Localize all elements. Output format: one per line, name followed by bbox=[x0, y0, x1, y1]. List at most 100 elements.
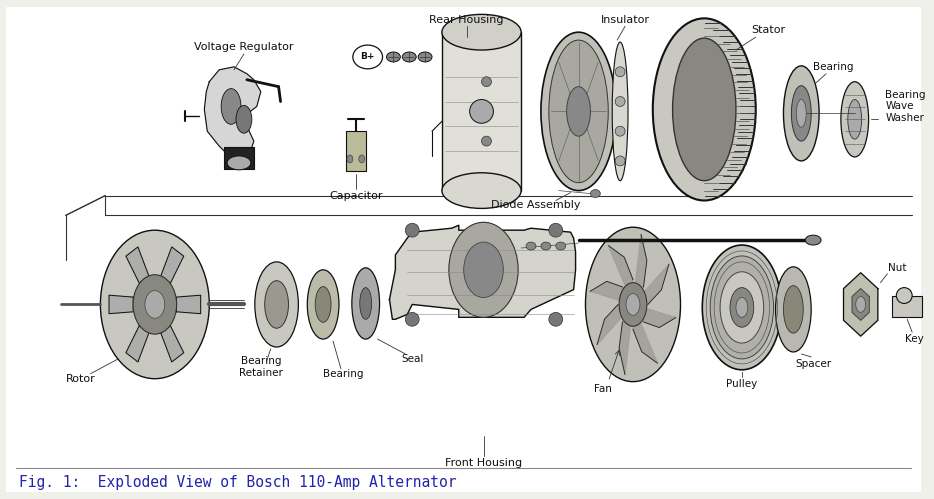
Text: Voltage Regulator: Voltage Regulator bbox=[194, 42, 293, 52]
Ellipse shape bbox=[359, 155, 364, 163]
Text: Bearing
Wave
Washer: Bearing Wave Washer bbox=[885, 90, 926, 123]
Ellipse shape bbox=[797, 99, 806, 127]
Ellipse shape bbox=[403, 52, 417, 62]
Text: Bearing
Retainer: Bearing Retainer bbox=[239, 356, 283, 378]
Ellipse shape bbox=[405, 223, 419, 237]
Ellipse shape bbox=[626, 293, 640, 315]
Ellipse shape bbox=[616, 96, 625, 106]
Ellipse shape bbox=[347, 155, 353, 163]
Ellipse shape bbox=[586, 227, 681, 382]
Ellipse shape bbox=[791, 86, 812, 141]
Polygon shape bbox=[205, 67, 261, 161]
Bar bbox=[892, 295, 922, 317]
Ellipse shape bbox=[264, 280, 289, 328]
Polygon shape bbox=[161, 326, 184, 362]
Text: Rear Housing: Rear Housing bbox=[430, 15, 504, 25]
Polygon shape bbox=[608, 246, 633, 304]
Polygon shape bbox=[633, 235, 647, 304]
Ellipse shape bbox=[619, 282, 647, 326]
Ellipse shape bbox=[616, 67, 625, 77]
Ellipse shape bbox=[463, 242, 503, 297]
Ellipse shape bbox=[387, 52, 401, 62]
Ellipse shape bbox=[549, 40, 608, 183]
Polygon shape bbox=[389, 225, 575, 319]
Text: Spacer: Spacer bbox=[795, 359, 831, 369]
Text: B+: B+ bbox=[361, 52, 375, 61]
Ellipse shape bbox=[418, 52, 432, 62]
Text: Diode Assembly: Diode Assembly bbox=[491, 201, 581, 211]
Ellipse shape bbox=[133, 275, 177, 334]
Ellipse shape bbox=[841, 82, 869, 157]
Text: Stator: Stator bbox=[752, 25, 785, 35]
Ellipse shape bbox=[720, 272, 764, 343]
Ellipse shape bbox=[352, 268, 379, 339]
Text: Fig. 1:  Exploded View of Bosch 110-Amp Alternator: Fig. 1: Exploded View of Bosch 110-Amp A… bbox=[20, 475, 457, 490]
Polygon shape bbox=[597, 304, 633, 345]
Ellipse shape bbox=[549, 223, 562, 237]
Ellipse shape bbox=[805, 235, 821, 245]
Ellipse shape bbox=[315, 286, 331, 322]
Polygon shape bbox=[633, 304, 658, 363]
Ellipse shape bbox=[442, 173, 521, 209]
Ellipse shape bbox=[100, 230, 209, 379]
Text: Seal: Seal bbox=[401, 354, 423, 364]
Ellipse shape bbox=[227, 156, 251, 170]
Ellipse shape bbox=[449, 222, 518, 317]
Polygon shape bbox=[843, 273, 878, 336]
Text: Insulator: Insulator bbox=[601, 15, 649, 25]
Ellipse shape bbox=[360, 287, 372, 319]
Ellipse shape bbox=[730, 287, 754, 327]
Ellipse shape bbox=[353, 45, 383, 69]
Bar bbox=[224, 147, 254, 169]
Ellipse shape bbox=[616, 126, 625, 136]
Bar bbox=[346, 131, 366, 171]
Text: Capacitor: Capacitor bbox=[329, 191, 383, 201]
Ellipse shape bbox=[784, 66, 819, 161]
Ellipse shape bbox=[736, 297, 748, 317]
Polygon shape bbox=[633, 304, 676, 327]
Ellipse shape bbox=[255, 262, 298, 347]
Text: Bearing: Bearing bbox=[322, 369, 363, 379]
Ellipse shape bbox=[221, 89, 241, 124]
Ellipse shape bbox=[482, 77, 491, 87]
Ellipse shape bbox=[702, 245, 782, 370]
Ellipse shape bbox=[784, 285, 803, 333]
Polygon shape bbox=[590, 281, 633, 304]
Ellipse shape bbox=[470, 99, 493, 123]
Ellipse shape bbox=[556, 242, 566, 250]
Polygon shape bbox=[633, 264, 669, 304]
Ellipse shape bbox=[405, 312, 419, 326]
Ellipse shape bbox=[442, 14, 521, 50]
Ellipse shape bbox=[616, 156, 625, 166]
Ellipse shape bbox=[590, 190, 601, 198]
Ellipse shape bbox=[612, 42, 628, 181]
Polygon shape bbox=[852, 288, 870, 320]
Text: Nut: Nut bbox=[888, 263, 907, 273]
Ellipse shape bbox=[307, 270, 339, 339]
Polygon shape bbox=[109, 295, 134, 314]
Ellipse shape bbox=[897, 287, 913, 303]
Ellipse shape bbox=[541, 32, 616, 191]
Ellipse shape bbox=[541, 242, 551, 250]
Text: Front Housing: Front Housing bbox=[445, 458, 522, 468]
Polygon shape bbox=[619, 304, 633, 374]
Ellipse shape bbox=[567, 87, 590, 136]
Text: Bearing: Bearing bbox=[813, 62, 854, 72]
Ellipse shape bbox=[549, 312, 562, 326]
Polygon shape bbox=[161, 247, 184, 283]
Ellipse shape bbox=[710, 256, 773, 359]
Ellipse shape bbox=[848, 99, 862, 139]
Ellipse shape bbox=[856, 296, 866, 312]
Text: Pulley: Pulley bbox=[727, 379, 757, 389]
Polygon shape bbox=[177, 295, 201, 314]
Ellipse shape bbox=[775, 267, 812, 352]
Text: Rotor: Rotor bbox=[65, 374, 95, 384]
Ellipse shape bbox=[145, 290, 164, 318]
Text: Key: Key bbox=[905, 334, 924, 344]
Ellipse shape bbox=[653, 18, 756, 201]
Polygon shape bbox=[126, 326, 149, 362]
Bar bbox=[442, 32, 521, 191]
Ellipse shape bbox=[526, 242, 536, 250]
Text: Fan: Fan bbox=[594, 384, 612, 394]
Ellipse shape bbox=[236, 105, 252, 133]
